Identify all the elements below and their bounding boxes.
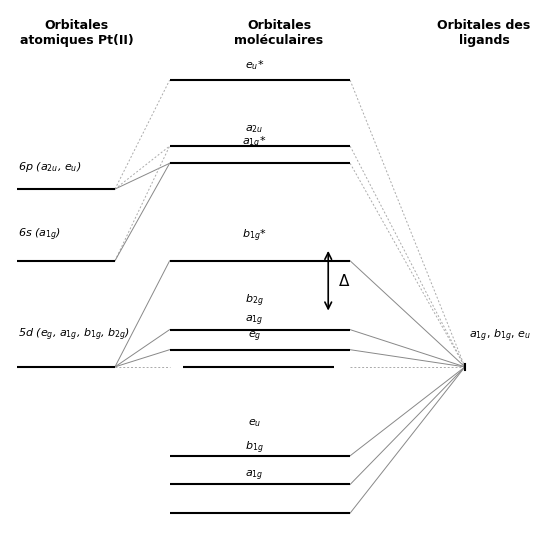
Text: 6s ($a_{1g}$): 6s ($a_{1g}$) xyxy=(18,226,61,242)
Text: Orbitales
atomiques Pt(II): Orbitales atomiques Pt(II) xyxy=(20,19,133,47)
Text: $b_{1g}$: $b_{1g}$ xyxy=(245,440,264,456)
Text: Orbitales des
ligands: Orbitales des ligands xyxy=(437,19,531,47)
Text: $b_{1g}$*: $b_{1g}$* xyxy=(242,227,267,244)
Text: $a_{2u}$: $a_{2u}$ xyxy=(245,123,263,135)
Text: $a_{1g}$*: $a_{1g}$* xyxy=(242,135,267,151)
Text: $e_u$*: $e_u$* xyxy=(245,58,264,72)
Text: $a_{1g}$, $b_{1g}$, $e_u$: $a_{1g}$, $b_{1g}$, $e_u$ xyxy=(469,328,531,345)
Text: $a_{1g}$: $a_{1g}$ xyxy=(245,314,263,328)
Text: $e_g$: $e_g$ xyxy=(248,330,261,345)
Text: 5$d$ ($e_g$, $a_{1g}$, $b_{1g}$, $b_{2g}$): 5$d$ ($e_g$, $a_{1g}$, $b_{1g}$, $b_{2g}… xyxy=(18,327,129,344)
Text: $a_{1g}$: $a_{1g}$ xyxy=(245,469,263,483)
Text: Orbitales
moléculaires: Orbitales moléculaires xyxy=(234,19,324,47)
Text: $e_u$: $e_u$ xyxy=(248,417,261,429)
Text: $b_{2g}$: $b_{2g}$ xyxy=(245,292,264,309)
Text: $\Delta$: $\Delta$ xyxy=(338,273,350,289)
Text: 6p ($a_{2u}$, $e_u$): 6p ($a_{2u}$, $e_u$) xyxy=(18,161,81,175)
